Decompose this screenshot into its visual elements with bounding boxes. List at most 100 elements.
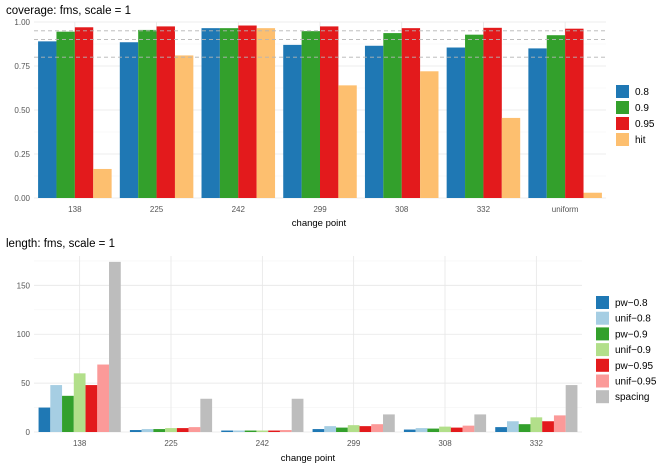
length-x-axis-title: change point xyxy=(281,453,336,464)
length-legend-swatch xyxy=(596,327,609,341)
coverage-bar xyxy=(219,28,239,198)
coverage-y-tick-label: 0.00 xyxy=(14,194,30,203)
length-y-tick-label: 0 xyxy=(26,428,31,437)
length-legend-label: pw−0.8 xyxy=(615,298,648,309)
coverage-legend-label: 0.8 xyxy=(635,87,649,98)
length-legend-label: pw−0.9 xyxy=(615,329,648,340)
length-bar xyxy=(403,429,416,432)
coverage-x-tick-label: 138 xyxy=(68,205,82,214)
length-x-tick-label: 225 xyxy=(164,439,178,448)
coverage-bar xyxy=(174,55,194,198)
length-legend-label: unif−0.8 xyxy=(615,314,651,325)
coverage-bar xyxy=(401,28,421,198)
coverage-y-tick-label: 1.00 xyxy=(14,18,30,27)
coverage-legend-swatch xyxy=(616,85,629,98)
length-bar xyxy=(109,261,121,432)
length-bar xyxy=(50,385,63,432)
coverage-bar xyxy=(320,26,339,199)
length-bar xyxy=(312,429,325,432)
length-bar xyxy=(188,427,201,432)
coverage-legend-swatch xyxy=(616,133,629,146)
length-legend-label: unif−0.95 xyxy=(615,377,657,388)
length-x-tick-label: 332 xyxy=(530,439,544,448)
coverage-bar xyxy=(38,41,57,198)
coverage-x-tick-label: 308 xyxy=(395,205,409,214)
coverage-bar xyxy=(565,28,584,198)
coverage-bar xyxy=(528,48,547,199)
length-legend-swatch xyxy=(596,390,609,404)
length-bar xyxy=(565,385,578,432)
length-y-tick-label: 150 xyxy=(17,281,31,290)
length-legend-swatch xyxy=(596,358,609,372)
coverage-y-tick-label: 0.25 xyxy=(14,150,30,159)
length-legend-swatch xyxy=(596,296,609,309)
length-x-tick-label: 138 xyxy=(73,439,87,448)
coverage-bar xyxy=(420,71,439,198)
coverage-legend-label: 0.9 xyxy=(635,103,649,114)
coverage-bar xyxy=(201,28,220,198)
length-bar xyxy=(450,427,463,432)
length-bar xyxy=(553,415,566,432)
coverage-bar xyxy=(119,42,139,198)
coverage-bar xyxy=(93,168,112,198)
length-bar xyxy=(336,427,348,432)
coverage-bar xyxy=(74,27,94,199)
length-bar xyxy=(153,429,166,432)
length-bar xyxy=(359,426,372,432)
length-bar xyxy=(256,430,269,432)
coverage-bar xyxy=(256,28,276,198)
coverage-x-tick-label: 225 xyxy=(150,205,164,214)
length-bar xyxy=(542,421,554,432)
length-legend-label: spacing xyxy=(615,392,649,403)
length-legend-swatch xyxy=(596,311,609,325)
coverage-bar xyxy=(338,85,357,198)
coverage-bar xyxy=(546,35,566,199)
length-bar xyxy=(291,398,304,432)
length-y-tick-label: 50 xyxy=(21,379,30,388)
coverage-x-axis-title: change point xyxy=(292,218,347,229)
length-y-tick-label: 100 xyxy=(17,330,31,339)
length-bar xyxy=(371,424,384,432)
coverage-bar xyxy=(501,117,521,198)
length-bar xyxy=(73,373,86,432)
length-bar xyxy=(165,428,177,432)
coverage-bar xyxy=(156,26,175,199)
length-bar xyxy=(141,429,154,432)
length-bar xyxy=(474,414,487,432)
length-bar xyxy=(279,430,292,432)
length-bar xyxy=(244,430,257,432)
coverage-bar xyxy=(364,45,384,199)
length-bar xyxy=(415,428,428,432)
length-bar xyxy=(176,428,189,432)
coverage-y-tick-label: 0.75 xyxy=(14,62,30,71)
length-legend-swatch xyxy=(596,343,609,357)
coverage-x-tick-label: uniform xyxy=(552,205,579,214)
length-bar xyxy=(200,398,213,432)
coverage-legend-label: 0.95 xyxy=(635,119,655,130)
length-bar xyxy=(38,407,51,432)
coverage-bar xyxy=(283,44,302,198)
coverage-bar xyxy=(56,31,75,199)
length-bar xyxy=(221,430,233,432)
length-x-tick-label: 299 xyxy=(347,439,361,448)
length-bar xyxy=(324,426,337,432)
coverage-x-tick-label: 242 xyxy=(232,205,246,214)
coverage-bar xyxy=(138,29,157,199)
length-bar xyxy=(427,428,440,432)
coverage-bar xyxy=(483,27,502,199)
coverage-bar xyxy=(383,33,402,199)
length-bar xyxy=(506,421,519,432)
length-chart-title: length: fms, scale = 1 xyxy=(6,238,115,250)
length-bar xyxy=(97,364,110,432)
coverage-bar xyxy=(446,47,466,198)
coverage-bar xyxy=(465,34,484,199)
length-bar xyxy=(383,414,395,432)
coverage-chart-title: coverage: fms, scale = 1 xyxy=(6,5,131,17)
length-bar xyxy=(129,430,142,432)
length-x-tick-label: 308 xyxy=(438,439,452,448)
length-legend-label: pw−0.95 xyxy=(615,361,654,372)
coverage-bar xyxy=(238,25,257,198)
coverage-legend-label: hit xyxy=(635,135,646,146)
coverage-x-tick-label: 299 xyxy=(313,205,327,214)
